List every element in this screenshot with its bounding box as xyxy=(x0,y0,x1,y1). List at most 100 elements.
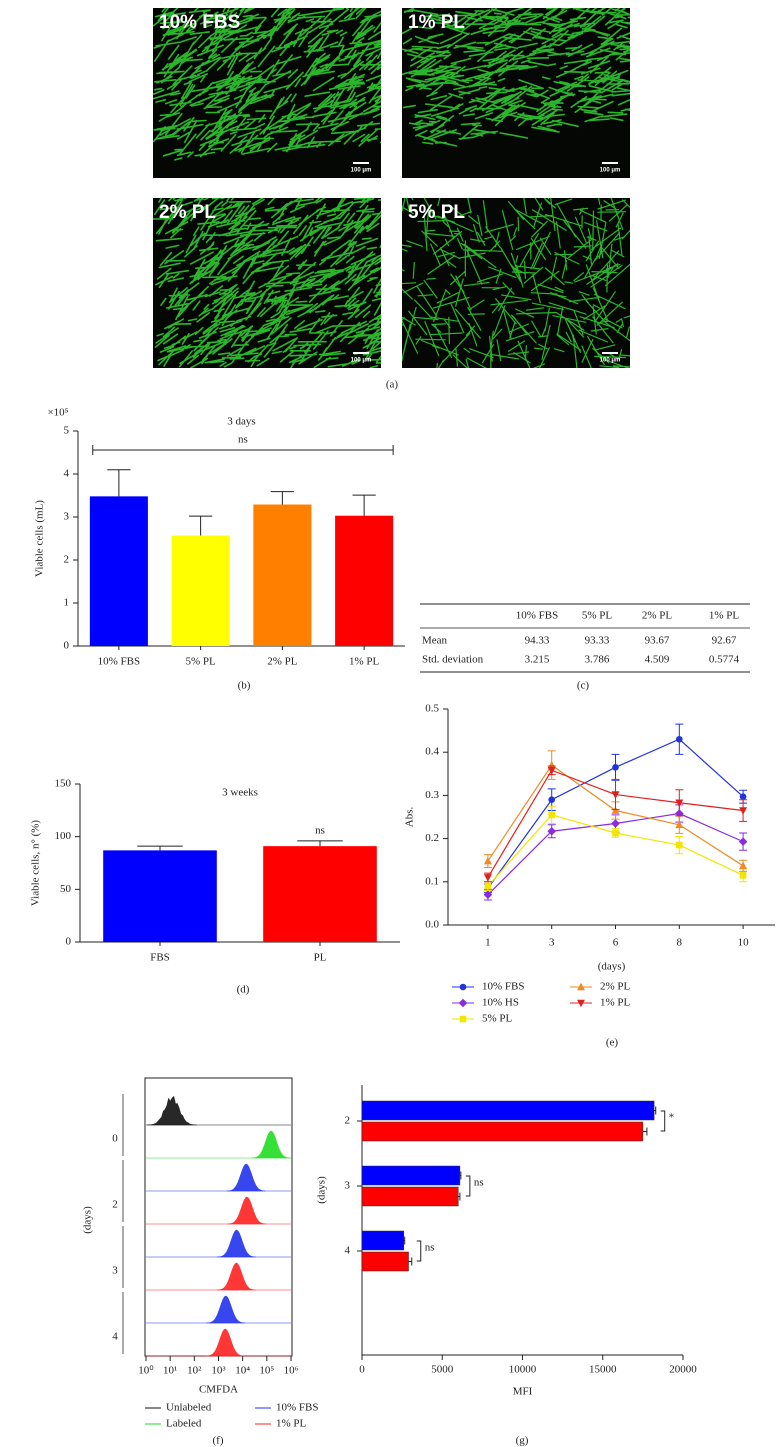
table-cell: 93.33 xyxy=(585,635,610,647)
x-tick-label: FBS xyxy=(150,952,170,964)
error-bar xyxy=(137,845,183,851)
scale-bar-label: 100 μm xyxy=(351,358,372,364)
error-bar xyxy=(270,491,294,505)
cell-texture xyxy=(153,8,381,161)
bar xyxy=(361,1251,409,1272)
y-tick-label: 2 xyxy=(345,1115,351,1127)
y-tick-label: 3 xyxy=(112,1265,118,1277)
x-axis-label: CMFDA xyxy=(199,1384,238,1396)
marker xyxy=(676,735,683,743)
x-tick-label: 15000 xyxy=(589,1364,617,1376)
annotation: * xyxy=(669,1112,675,1124)
marker xyxy=(611,819,620,828)
y-tick-label: 3 xyxy=(64,511,70,523)
x-tick-label: 1% PL xyxy=(349,656,380,668)
x-tick-label: 10¹ xyxy=(163,1365,177,1377)
table-cell: 3.786 xyxy=(585,654,610,666)
histogram-peak xyxy=(217,1229,256,1258)
histogram-peak xyxy=(206,1295,246,1324)
x-tick-label: 10⁵ xyxy=(259,1365,274,1377)
x-tick-label: 10³ xyxy=(211,1365,226,1377)
y-tick-label: 4 xyxy=(345,1245,351,1257)
table-cell: 0.5774 xyxy=(709,654,740,666)
marker xyxy=(675,820,684,829)
column-header: 10% FBS xyxy=(516,610,559,622)
error-bar xyxy=(297,840,343,847)
error-bar xyxy=(458,1192,461,1201)
bar xyxy=(361,1165,461,1186)
bar xyxy=(263,846,377,942)
significance-bracket xyxy=(465,1175,471,1197)
y-axis-label: Viable cells (mL) xyxy=(34,500,46,577)
x-tick-label: 10000 xyxy=(509,1364,537,1376)
bar xyxy=(253,504,312,646)
caption: (c) xyxy=(577,680,590,692)
y-tick-label: 2 xyxy=(112,1199,118,1211)
annotation: ns xyxy=(425,1242,435,1254)
y-tick-label: 1 xyxy=(64,597,70,609)
annotation: ns xyxy=(238,434,248,446)
row-header: Std. deviation xyxy=(422,654,484,666)
x-tick-label: 1 xyxy=(485,937,491,949)
error-bar xyxy=(189,515,213,536)
marker xyxy=(676,841,683,849)
histogram-peak xyxy=(216,1262,256,1291)
marker xyxy=(739,807,748,815)
table-cell: 93.67 xyxy=(645,635,670,647)
x-tick-label: 6 xyxy=(613,937,619,949)
cell-texture xyxy=(402,8,630,147)
legend-label: 2% PL xyxy=(600,981,631,993)
x-tick-label: 8 xyxy=(677,937,683,949)
table-cell: 3.215 xyxy=(525,654,550,666)
bar xyxy=(361,1121,644,1142)
y-tick-label: 0 xyxy=(66,936,72,948)
error-bar xyxy=(352,494,376,516)
marker xyxy=(611,791,620,799)
chart-title: 3 days xyxy=(227,416,255,428)
x-tick-label: 3 xyxy=(549,937,555,949)
y-tick-label: 50 xyxy=(60,883,72,895)
image-label: 2% PL xyxy=(159,202,216,223)
chart-title: 3 weeks xyxy=(222,787,258,799)
error-bar xyxy=(408,1257,413,1266)
marker xyxy=(483,890,493,900)
legend-marker xyxy=(459,983,467,991)
y-tick-label: 2 xyxy=(64,554,70,566)
y-tick-label: 0.5 xyxy=(425,703,439,715)
x-tick-label: 10⁰ xyxy=(138,1365,154,1377)
cell-texture xyxy=(402,198,630,368)
error-bar xyxy=(107,469,131,497)
histogram-peak xyxy=(251,1130,291,1159)
marker xyxy=(739,872,747,879)
y-axis-label: Viable cells, n° (%) xyxy=(30,820,42,907)
caption: (f) xyxy=(213,1435,224,1447)
y-axis-label: (days) xyxy=(82,1206,94,1234)
table-cell: 94.33 xyxy=(525,635,550,647)
legend-label: 1% PL xyxy=(600,997,631,1009)
legend-label: Labeled xyxy=(166,1418,202,1430)
y-tick-label: 100 xyxy=(55,830,72,842)
marker xyxy=(612,764,619,771)
legend-label: 10% FBS xyxy=(276,1402,319,1414)
marker xyxy=(547,760,556,769)
x-tick-label: PL xyxy=(314,952,327,964)
bar xyxy=(361,1100,655,1121)
error-bar xyxy=(654,1106,657,1115)
histogram-peak xyxy=(226,1163,266,1192)
histogram-peak xyxy=(147,1095,197,1126)
x-tick-label: 10⁶ xyxy=(284,1365,299,1377)
y-tick-label: 150 xyxy=(55,778,72,790)
annotation: ns xyxy=(315,824,325,836)
x-tick-label: 0 xyxy=(359,1364,365,1376)
image-label: 1% PL xyxy=(408,12,465,33)
image-label: 5% PL xyxy=(408,202,465,223)
bar xyxy=(103,850,217,942)
error-bar xyxy=(642,1127,648,1136)
marker xyxy=(547,767,556,775)
y-tick-label: 0 xyxy=(112,1133,118,1145)
marker xyxy=(739,861,748,870)
x-tick-label: 10 xyxy=(738,937,750,949)
legend-label: 10% FBS xyxy=(482,981,525,993)
table-cell: 92.67 xyxy=(712,635,737,647)
